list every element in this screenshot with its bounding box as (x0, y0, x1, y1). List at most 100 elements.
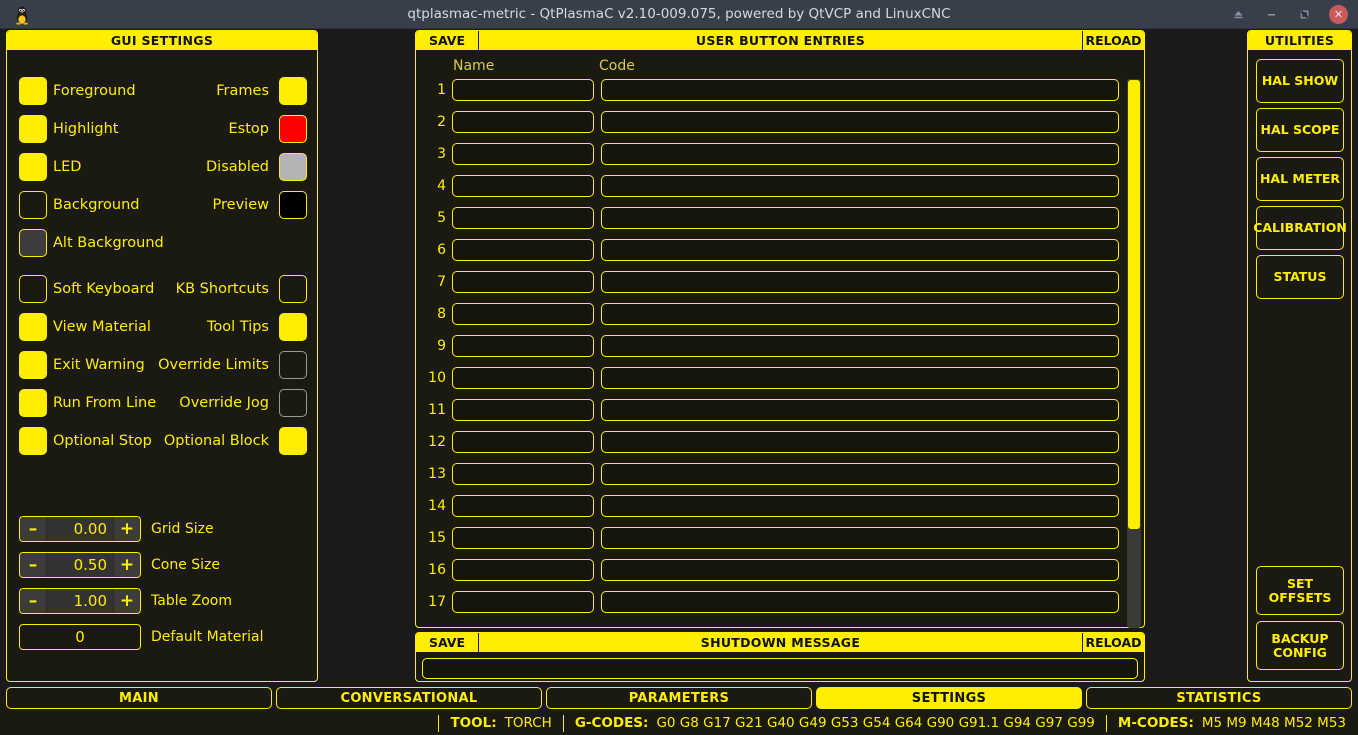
user-button-code-input[interactable] (601, 143, 1119, 165)
spinbox-cone-size[interactable]: –0.50 + (19, 552, 141, 578)
utility-button-hal-meter[interactable]: HAL METER (1256, 157, 1344, 201)
user-button-code-input[interactable] (601, 527, 1119, 549)
user-buttons-save-button[interactable]: SAVE (416, 31, 479, 50)
color-swatch-disabled[interactable] (279, 153, 307, 181)
user-button-name-input[interactable] (452, 559, 594, 581)
gui-setting-label: Foreground (53, 83, 136, 99)
user-button-name-input[interactable] (452, 463, 594, 485)
shutdown-save-button[interactable]: SAVE (416, 633, 479, 652)
spinner-value[interactable]: 0.00 (47, 517, 113, 541)
user-buttons-reload-button[interactable]: RELOAD (1082, 31, 1144, 50)
utility-button-status[interactable]: STATUS (1256, 255, 1344, 299)
row-number: 8 (437, 306, 446, 322)
user-button-code-input[interactable] (601, 207, 1119, 229)
spinner-increment-button[interactable]: + (113, 553, 140, 577)
checkbox-kb-shortcuts[interactable] (279, 275, 307, 303)
user-button-name-input[interactable] (452, 143, 594, 165)
table-row: 6 (416, 239, 1129, 261)
checkbox-exit-warning[interactable] (19, 351, 47, 379)
user-button-code-input[interactable] (601, 463, 1119, 485)
spinner-decrement-button[interactable]: – (20, 589, 47, 613)
checkbox-tool-tips[interactable] (279, 313, 307, 341)
user-button-name-input[interactable] (452, 175, 594, 197)
user-button-code-input[interactable] (601, 559, 1119, 581)
user-button-name-input[interactable] (452, 527, 594, 549)
user-button-name-input[interactable] (452, 79, 594, 101)
row-number: 3 (437, 146, 446, 162)
user-button-code-input[interactable] (601, 175, 1119, 197)
maximize-icon[interactable] (1296, 6, 1313, 23)
user-button-code-input[interactable] (601, 303, 1119, 325)
user-button-name-input[interactable] (452, 111, 594, 133)
tab-conversational[interactable]: CONVERSATIONAL (276, 687, 542, 709)
utility-button-set-offsets[interactable]: SET OFFSETS (1256, 566, 1344, 615)
spinner-decrement-button[interactable]: – (20, 553, 47, 577)
shutdown-message-input[interactable] (422, 658, 1138, 679)
user-button-name-input[interactable] (452, 207, 594, 229)
utility-button-hal-show[interactable]: HAL SHOW (1256, 59, 1344, 103)
spinner-increment-button[interactable]: + (113, 517, 140, 541)
row-number: 14 (428, 498, 446, 514)
default-material-input[interactable]: 0 (19, 624, 141, 650)
checkbox-run-from-line[interactable] (19, 389, 47, 417)
spinner-decrement-button[interactable]: – (20, 517, 47, 541)
color-swatch-background[interactable] (19, 191, 47, 219)
user-button-code-input[interactable] (601, 79, 1119, 101)
row-number: 4 (437, 178, 446, 194)
row-number: 15 (428, 530, 446, 546)
gui-settings-title: GUI SETTINGS (7, 31, 317, 50)
user-button-code-input[interactable] (601, 111, 1119, 133)
close-icon[interactable]: ✕ (1329, 5, 1348, 24)
color-swatch-foreground[interactable] (19, 77, 47, 105)
user-button-code-input[interactable] (601, 591, 1119, 613)
tab-statistics[interactable]: STATISTICS (1086, 687, 1352, 709)
user-button-code-input[interactable] (601, 431, 1119, 453)
spinbox-grid-size[interactable]: –0.00 + (19, 516, 141, 542)
minimize-icon[interactable] (1263, 6, 1280, 23)
spinner-value[interactable]: 0.50 (47, 553, 113, 577)
color-swatch-preview[interactable] (279, 191, 307, 219)
user-button-code-input[interactable] (601, 495, 1119, 517)
tux-penguin-icon (12, 5, 32, 25)
user-button-name-input[interactable] (452, 591, 594, 613)
table-row: 17 (416, 591, 1129, 613)
user-button-name-input[interactable] (452, 495, 594, 517)
user-button-name-input[interactable] (452, 303, 594, 325)
user-button-code-input[interactable] (601, 335, 1119, 357)
user-button-code-input[interactable] (601, 271, 1119, 293)
user-buttons-scrollbar[interactable] (1127, 79, 1141, 628)
spinner-value[interactable]: 1.00 (47, 589, 113, 613)
user-button-name-input[interactable] (452, 431, 594, 453)
tab-settings[interactable]: SETTINGS (816, 687, 1082, 709)
user-button-code-input[interactable] (601, 239, 1119, 261)
scrollbar-thumb[interactable] (1128, 80, 1140, 529)
user-button-code-input[interactable] (601, 367, 1119, 389)
spinner-increment-button[interactable]: + (113, 589, 140, 613)
color-swatch-estop[interactable] (279, 115, 307, 143)
color-swatch-alt-background[interactable] (19, 229, 47, 257)
checkbox-soft-keyboard[interactable] (19, 275, 47, 303)
shade-icon[interactable] (1230, 6, 1247, 23)
utility-button-backup-config[interactable]: BACKUP CONFIG (1256, 621, 1344, 670)
shutdown-reload-button[interactable]: RELOAD (1082, 633, 1144, 652)
spinbox-table-zoom[interactable]: –1.00 + (19, 588, 141, 614)
shutdown-message-header: SAVE SHUTDOWN MESSAGE RELOAD (416, 633, 1144, 652)
color-swatch-frames[interactable] (279, 77, 307, 105)
color-swatch-highlight[interactable] (19, 115, 47, 143)
color-swatch-led[interactable] (19, 153, 47, 181)
checkbox-optional-stop[interactable] (19, 427, 47, 455)
user-button-name-input[interactable] (452, 399, 594, 421)
checkbox-optional-block[interactable] (279, 427, 307, 455)
utility-button-calibration[interactable]: CALIBRATION (1253, 206, 1347, 250)
checkbox-override-jog[interactable] (279, 389, 307, 417)
user-button-name-input[interactable] (452, 239, 594, 261)
user-button-code-input[interactable] (601, 399, 1119, 421)
tab-main[interactable]: MAIN (6, 687, 272, 709)
checkbox-view-material[interactable] (19, 313, 47, 341)
checkbox-override-limits[interactable] (279, 351, 307, 379)
tab-parameters[interactable]: PARAMETERS (546, 687, 812, 709)
utility-button-hal-scope[interactable]: HAL SCOPE (1256, 108, 1344, 152)
user-button-name-input[interactable] (452, 271, 594, 293)
user-button-name-input[interactable] (452, 367, 594, 389)
user-button-name-input[interactable] (452, 335, 594, 357)
